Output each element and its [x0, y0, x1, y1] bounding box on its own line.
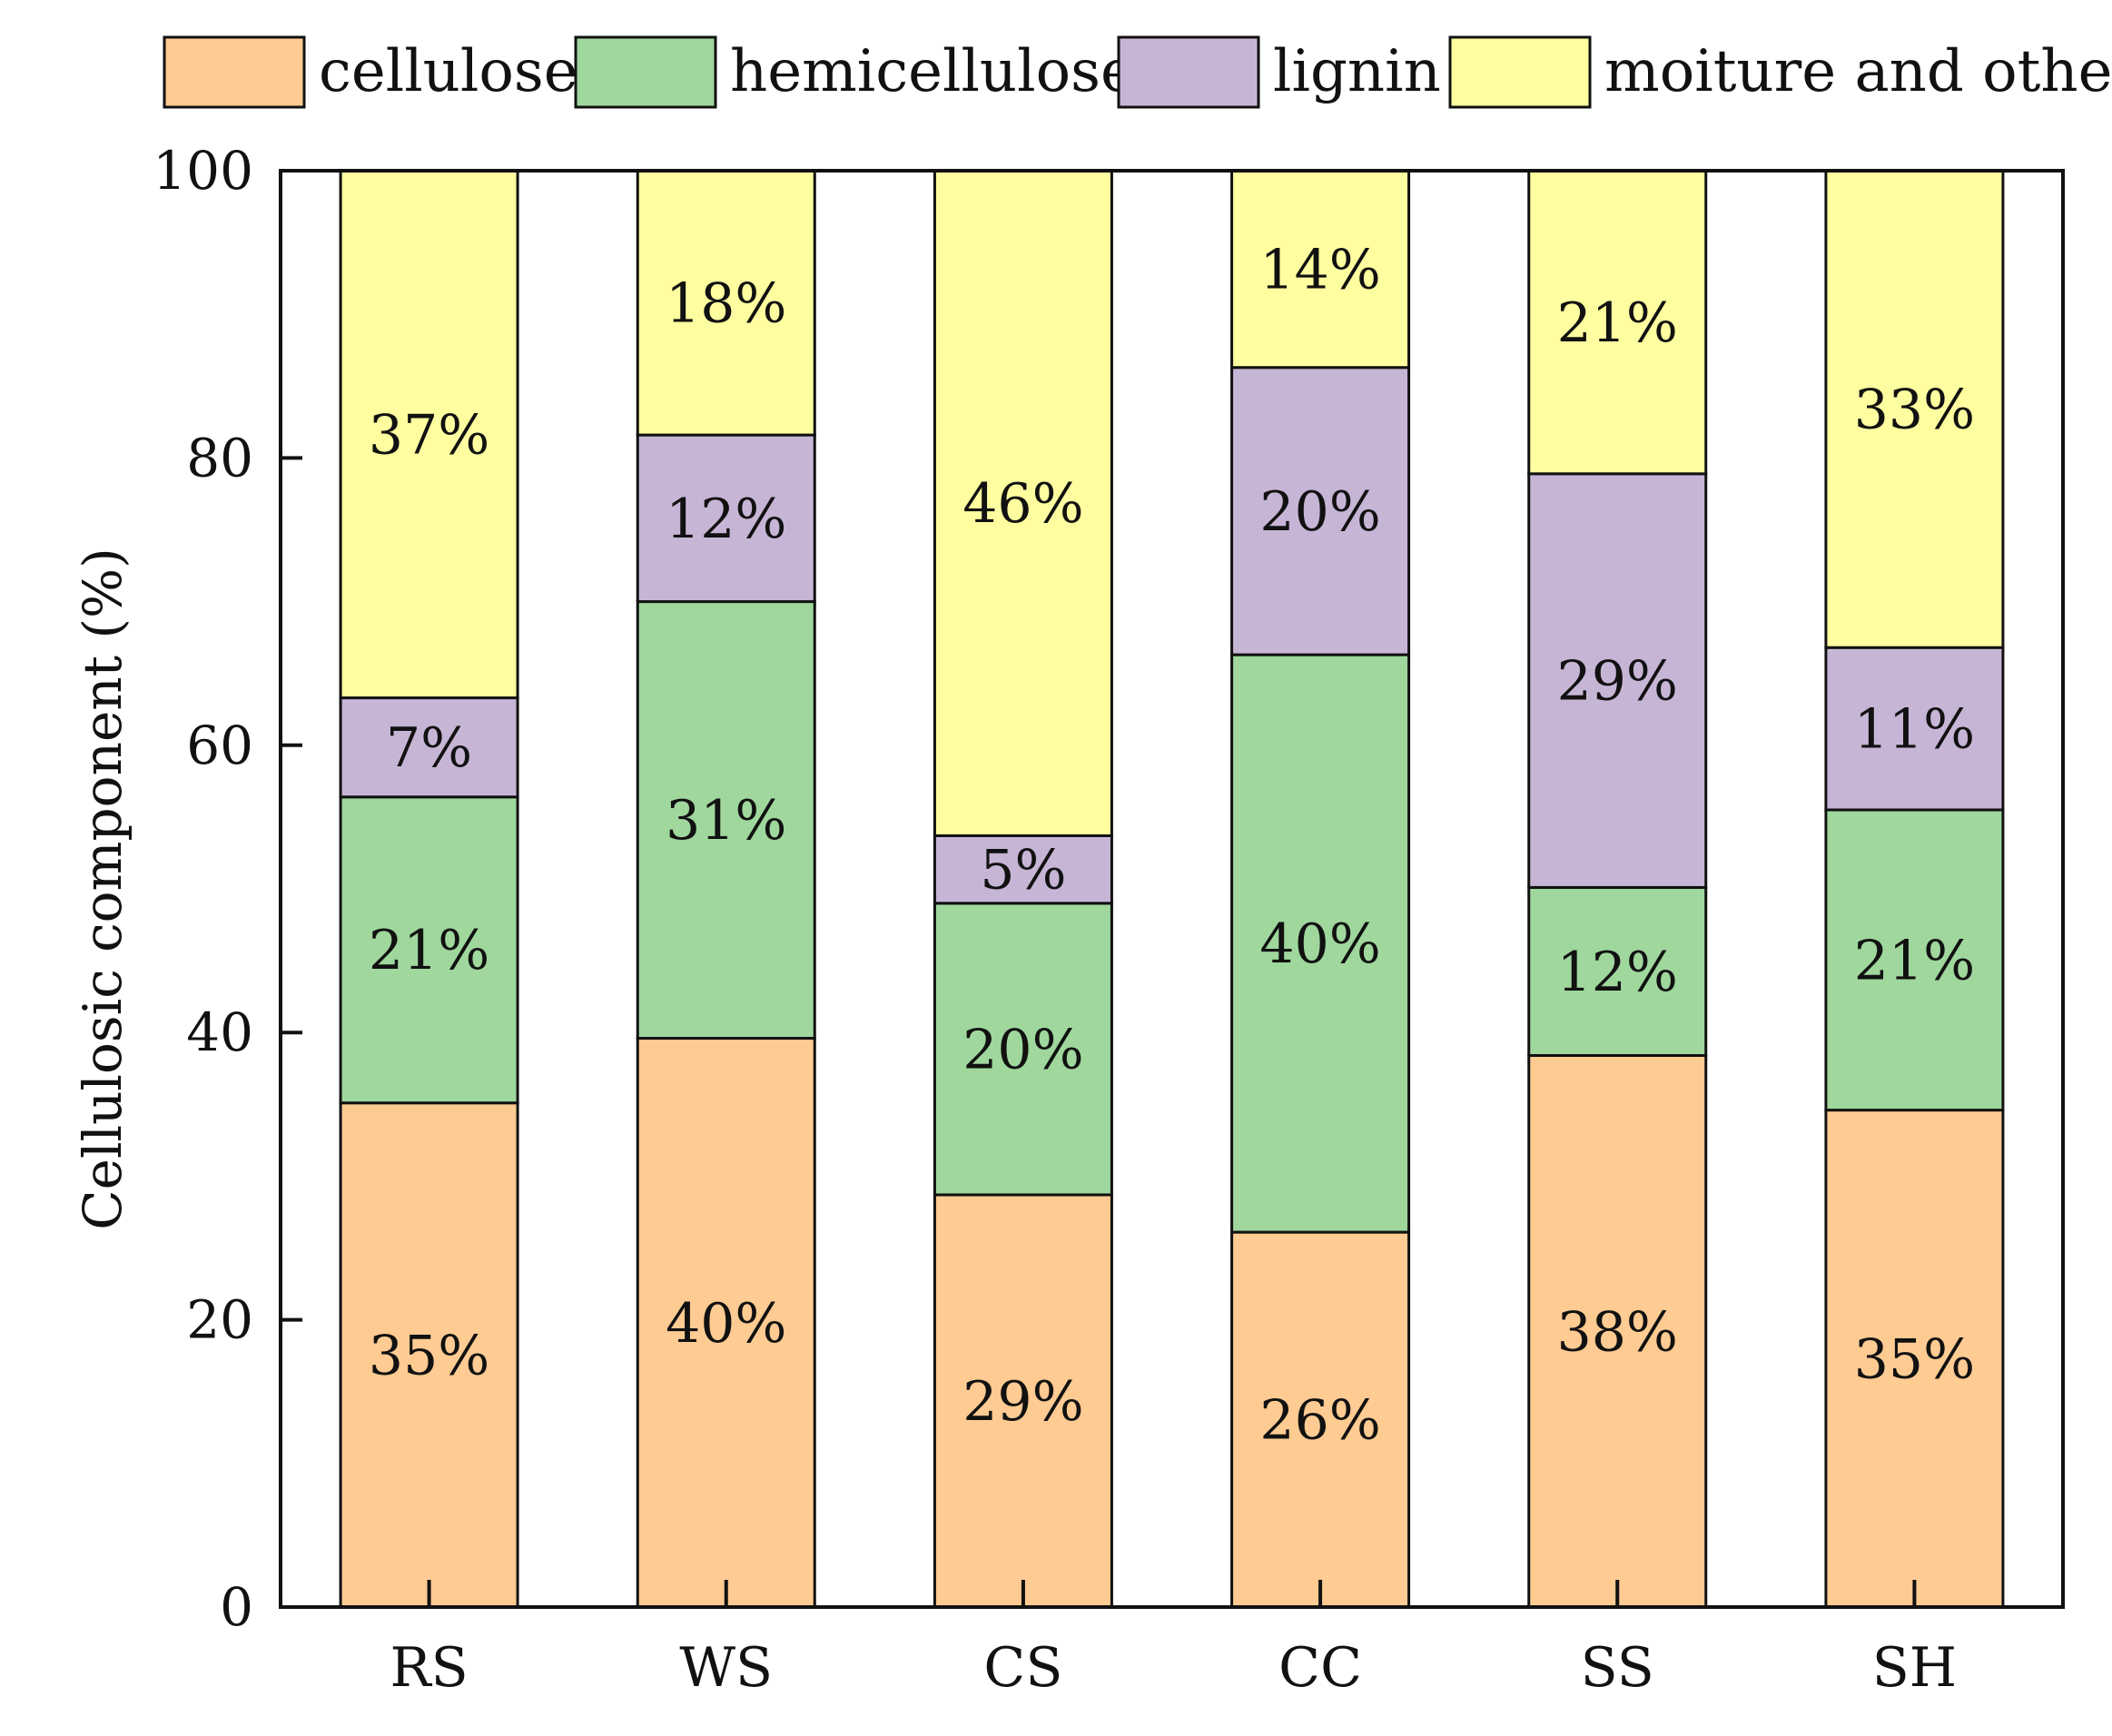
bar-rs-cellulose: [339, 1101, 519, 1609]
legend-swatch-lignin: [1117, 35, 1260, 109]
bar-cs-moiture-and-others: [933, 169, 1113, 837]
bar-cs-hemicellulose: [933, 902, 1113, 1197]
data-label-sh-cellulose: 35%: [1854, 1327, 1975, 1391]
y-tick-label-60: 60: [186, 715, 253, 776]
x-tick-label-cc: CC: [1278, 1636, 1362, 1700]
bar-ws-hemicellulose: [636, 600, 816, 1041]
data-label-cs-hemicellulose: 20%: [962, 1018, 1083, 1081]
bar-cc-cellulose: [1230, 1230, 1411, 1609]
x-tick-label-sh: SH: [1872, 1636, 1957, 1700]
y-axis-label: Cellulosic component (%): [72, 547, 133, 1229]
legend: cellulose hemicellulose lignin moiture and …: [163, 35, 2112, 109]
data-label-ws-lignin: 12%: [666, 488, 786, 551]
data-label-sh-moiture-and-others: 33%: [1854, 379, 1975, 442]
bar-cc-moiture-and-others: [1230, 169, 1411, 370]
data-label-ws-hemicellulose: 31%: [666, 789, 786, 853]
bar-labels-layer: 35% 21% 7% 37% 40% 31% 12% 18% 29% 20% 5% 46% 26% 40%…: [369, 238, 1975, 1452]
legend-swatch-moiture-and-others: [1448, 35, 1592, 109]
bar-ss-hemicellulose: [1527, 885, 1708, 1058]
bar-ws-moiture-and-others: [636, 169, 816, 437]
bar-rs-hemicellulose: [339, 795, 519, 1105]
bar-ss-moiture-and-others: [1527, 169, 1708, 476]
x-tick-label-ss: SS: [1581, 1636, 1654, 1700]
bar-ws-cellulose: [636, 1037, 816, 1609]
bar-sh-cellulose: [1824, 1109, 2005, 1609]
data-label-ws-moiture-and-others: 18%: [666, 272, 786, 336]
bar-cc-lignin: [1230, 366, 1411, 656]
legend-label-moiture-and-others: moiture and others: [1604, 38, 2112, 105]
legend-label-cellulose: cellulose: [319, 38, 578, 105]
x-tick-label-rs: RS: [390, 1636, 468, 1700]
data-label-sh-lignin: 11%: [1854, 698, 1975, 762]
bars-layer: [339, 169, 2005, 1609]
bar-ws-lignin: [636, 433, 816, 604]
data-label-ss-hemicellulose: 12%: [1557, 941, 1678, 1004]
bar-rs-moiture-and-others: [339, 169, 519, 700]
data-label-rs-moiture-and-others: 37%: [369, 403, 489, 467]
data-label-rs-lignin: 7%: [386, 716, 472, 780]
data-label-rs-cellulose: 35%: [369, 1324, 489, 1387]
data-label-cs-cellulose: 29%: [962, 1370, 1083, 1434]
data-label-cc-cellulose: 26%: [1259, 1389, 1380, 1453]
y-tick-label-40: 40: [186, 1001, 253, 1063]
data-label-ss-lignin: 29%: [1557, 650, 1678, 714]
data-label-cs-lignin: 5%: [980, 839, 1066, 903]
bar-sh-moiture-and-others: [1824, 169, 2005, 649]
y-tick-label-20: 20: [186, 1289, 253, 1351]
legend-swatch-cellulose: [163, 35, 306, 109]
data-label-cc-moiture-and-others: 14%: [1259, 238, 1380, 301]
data-label-sh-hemicellulose: 21%: [1854, 929, 1975, 992]
data-label-cs-moiture-and-others: 46%: [962, 472, 1083, 536]
data-label-cc-lignin: 20%: [1259, 480, 1380, 544]
bar-ss-lignin: [1527, 472, 1708, 889]
y-axis: 0 20 40 60 80 100: [153, 140, 302, 1638]
data-label-rs-hemicellulose: 21%: [369, 919, 489, 982]
data-label-ss-moiture-and-others: 21%: [1557, 291, 1678, 355]
legend-label-lignin: lignin: [1273, 38, 1441, 105]
legend-label-hemicellulose: hemicellulose: [730, 38, 1135, 105]
data-label-ss-cellulose: 38%: [1557, 1300, 1678, 1364]
data-label-ws-cellulose: 40%: [666, 1292, 786, 1356]
x-tick-label-cs: CS: [983, 1636, 1062, 1700]
data-label-cc-hemicellulose: 40%: [1259, 912, 1380, 976]
bar-sh-lignin: [1824, 646, 2005, 812]
y-tick-label-100: 100: [153, 140, 253, 202]
plot-area-frame: [279, 169, 2065, 1609]
bar-cs-lignin: [933, 833, 1113, 905]
y-tick-label-80: 80: [186, 427, 253, 488]
legend-swatch-hemicellulose: [574, 35, 717, 109]
x-axis: RS WS CS CC SS SH: [390, 1580, 1957, 1700]
bar-ss-cellulose: [1527, 1054, 1708, 1609]
x-tick-label-ws: WS: [679, 1636, 773, 1700]
y-tick-label-0: 0: [220, 1576, 253, 1638]
